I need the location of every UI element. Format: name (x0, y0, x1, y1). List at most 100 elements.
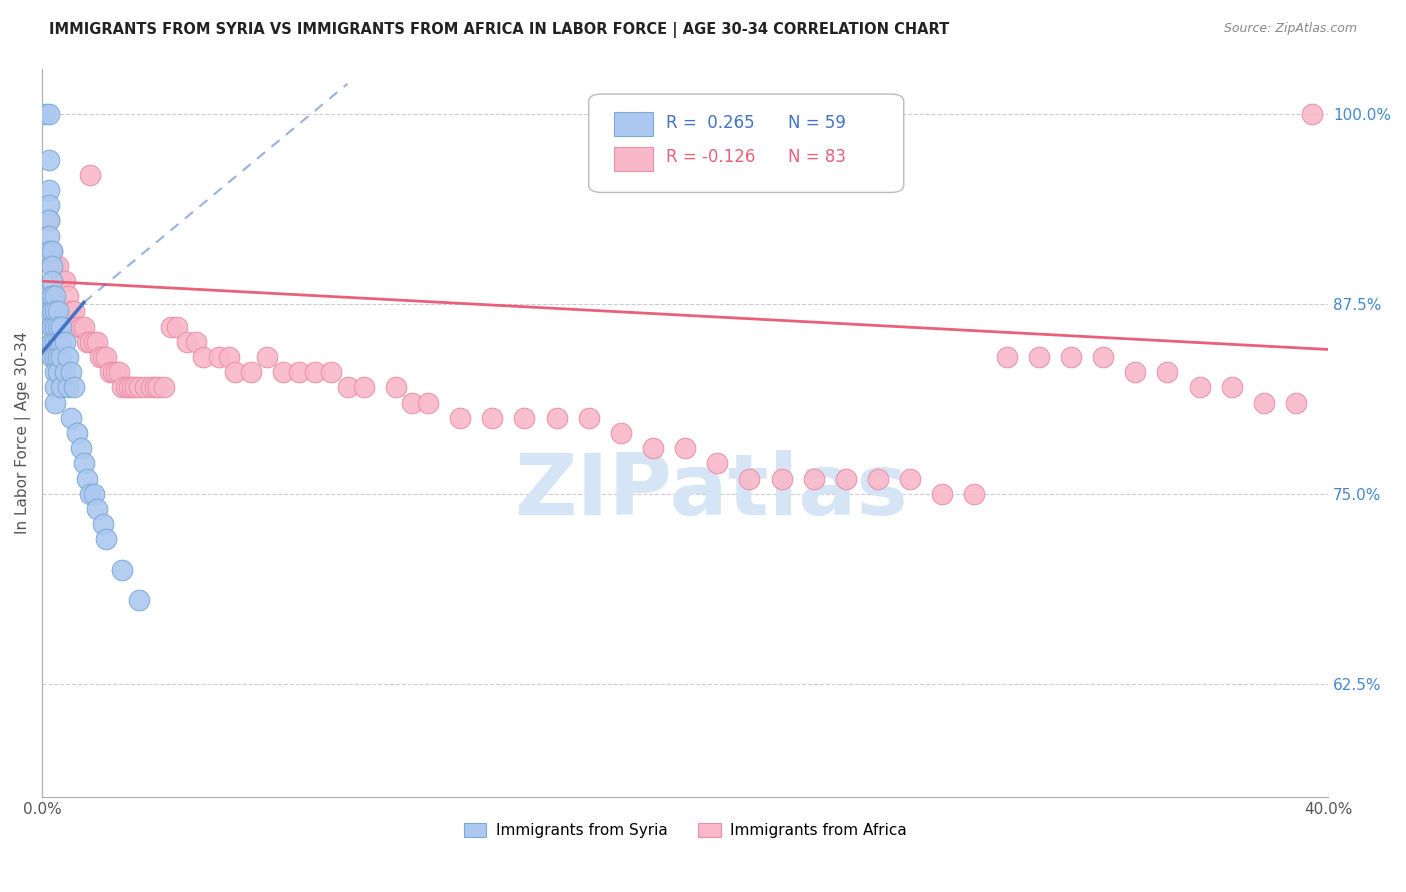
Text: Source: ZipAtlas.com: Source: ZipAtlas.com (1223, 22, 1357, 36)
Text: N = 83: N = 83 (787, 148, 846, 167)
Point (1253, 395, 1275, 409)
Point (111, 563, 134, 577)
Point (513, 410, 536, 425)
Point (69, 441, 91, 455)
Point (38, 304, 60, 318)
Point (56, 289, 79, 303)
Point (38, 289, 60, 303)
Point (38, 228, 60, 243)
Point (41, 350, 63, 364)
Text: ZIPatlas: ZIPatlas (515, 450, 908, 533)
Point (1123, 365, 1146, 379)
Point (83, 334, 105, 349)
Point (835, 471, 858, 485)
Point (384, 380, 406, 394)
Point (1285, 395, 1308, 409)
Point (60, 410, 83, 425)
Point (481, 410, 503, 425)
Point (648, 168, 671, 182)
Point (53, 365, 76, 379)
Point (304, 365, 326, 379)
Point (41, 350, 63, 364)
Point (38, 183, 60, 197)
Point (44, 395, 66, 409)
Point (153, 380, 176, 394)
Point (44, 365, 66, 379)
Point (1028, 350, 1050, 364)
Point (673, 441, 696, 455)
Point (53, 274, 76, 288)
Point (83, 487, 105, 501)
Point (114, 380, 136, 394)
Y-axis label: In Labor Force | Age 30-34: In Labor Force | Age 30-34 (15, 332, 31, 534)
Point (1188, 380, 1211, 394)
Point (46, 334, 69, 349)
Point (866, 471, 889, 485)
Point (128, 593, 150, 607)
Point (86, 502, 108, 516)
Point (105, 365, 128, 379)
Point (56, 380, 79, 394)
Point (73, 456, 96, 470)
Point (240, 365, 263, 379)
Point (353, 380, 375, 394)
Point (1301, 107, 1323, 121)
Point (1156, 365, 1178, 379)
Point (41, 304, 63, 318)
Point (66, 319, 89, 334)
Point (738, 471, 761, 485)
Point (44, 319, 66, 334)
Point (706, 456, 728, 470)
Point (546, 410, 568, 425)
Point (41, 289, 63, 303)
Point (146, 380, 169, 394)
Point (143, 380, 166, 394)
Point (51, 334, 73, 349)
Point (46, 304, 69, 318)
Point (449, 410, 471, 425)
FancyBboxPatch shape (614, 112, 652, 136)
Point (118, 380, 141, 394)
Point (41, 259, 63, 273)
Point (141, 380, 163, 394)
Point (41, 334, 63, 349)
Point (134, 380, 156, 394)
Text: N = 59: N = 59 (787, 114, 846, 132)
Point (63, 304, 86, 318)
Point (271, 365, 294, 379)
Point (224, 365, 246, 379)
Legend: Immigrants from Syria, Immigrants from Africa: Immigrants from Syria, Immigrants from A… (457, 817, 912, 845)
Point (41, 304, 63, 318)
Point (610, 425, 633, 440)
Point (1060, 350, 1083, 364)
Point (770, 471, 793, 485)
Point (121, 380, 143, 394)
Point (44, 334, 66, 349)
Point (60, 304, 83, 318)
Point (38, 213, 60, 227)
Point (86, 334, 108, 349)
Point (108, 365, 131, 379)
Point (79, 487, 101, 501)
Point (44, 304, 66, 318)
Point (73, 319, 96, 334)
Point (38, 244, 60, 258)
Point (995, 350, 1018, 364)
Point (51, 274, 73, 288)
Point (46, 365, 69, 379)
Point (60, 365, 83, 379)
Point (128, 380, 150, 394)
Point (1092, 350, 1115, 364)
Point (46, 259, 69, 273)
Point (46, 350, 69, 364)
Point (803, 471, 825, 485)
Point (98, 365, 121, 379)
Point (51, 380, 73, 394)
Point (931, 487, 953, 501)
Point (1220, 380, 1243, 394)
Point (79, 168, 101, 182)
Point (38, 213, 60, 227)
Point (208, 350, 231, 364)
Point (91, 350, 114, 364)
Text: R =  0.265: R = 0.265 (666, 114, 755, 132)
